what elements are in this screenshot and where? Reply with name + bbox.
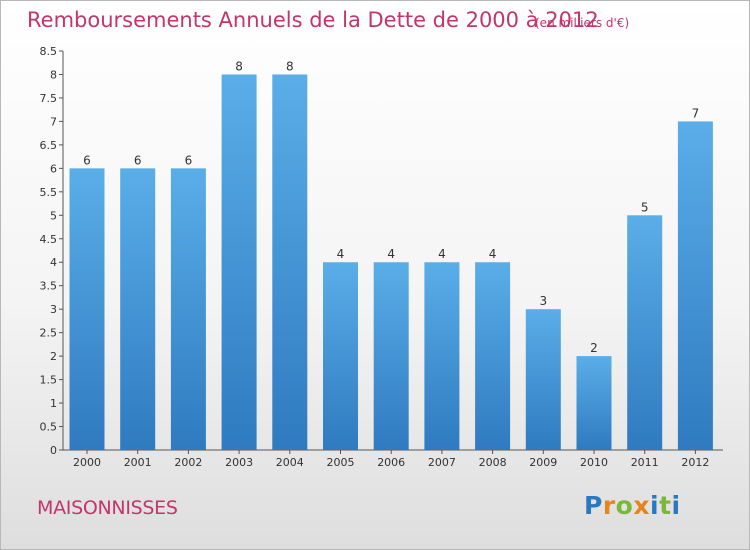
y-axis: 0 0.5 1 1.5 2 2.5 3 3.5 4 4.5 5 5.5 6 6.5 7 7.5 8 8.5 [40, 45, 64, 457]
y-tick-label: 1.5 [40, 374, 58, 387]
bar-2002[interactable] [170, 168, 206, 450]
data-label: 4 [337, 247, 345, 261]
data-labels: 6 6 6 8 8 4 4 4 4 3 2 5 7 [83, 59, 699, 355]
data-label: 8 [286, 59, 294, 73]
bar-2006[interactable] [373, 262, 409, 450]
y-tick-label: 4.5 [40, 233, 58, 246]
data-label: 8 [235, 59, 243, 73]
y-tick-label: 0.5 [40, 421, 58, 434]
y-tick-label: 4 [50, 256, 57, 269]
bar-2000[interactable] [69, 168, 105, 450]
data-label: 5 [641, 200, 649, 214]
bar-2001[interactable] [120, 168, 156, 450]
data-label: 4 [438, 247, 446, 261]
bar-2003[interactable] [221, 74, 257, 451]
logo-letter: i [671, 491, 681, 520]
data-label: 6 [134, 153, 142, 167]
logo-letter: P [584, 491, 603, 520]
bar-2008[interactable] [475, 262, 511, 450]
bar-2005[interactable] [323, 262, 358, 450]
logo-letter: i [650, 491, 660, 520]
x-tick-label: 2007 [428, 456, 456, 469]
data-label: 6 [185, 153, 193, 167]
bar-2009[interactable] [525, 309, 561, 450]
logo-letter: t [659, 491, 672, 520]
x-axis: 2000 2001 2002 2003 2004 2005 2006 2007 2008 2009… [63, 449, 723, 469]
proxiti-logo[interactable]: Proxiti [584, 491, 681, 520]
x-tick-label: 2000 [73, 456, 101, 469]
y-tick-label: 7 [50, 115, 57, 128]
y-tick-label: 0 [50, 444, 57, 457]
y-tick-label: 7.5 [40, 92, 58, 105]
logo-letter: r [602, 491, 616, 520]
data-label: 4 [387, 247, 395, 261]
bar-2010[interactable] [576, 356, 612, 450]
data-label: 2 [590, 341, 598, 355]
y-tick-label: 8 [50, 68, 57, 81]
data-label: 6 [83, 153, 91, 167]
x-tick-label: 2011 [631, 456, 659, 469]
x-tick-label: 2004 [276, 456, 304, 469]
chart-subtitle: (en milliers d'€) [535, 16, 630, 30]
x-tick-label: 2010 [580, 456, 608, 469]
y-tick-label: 3 [50, 303, 57, 316]
y-tick-label: 5 [50, 209, 57, 222]
logo-letter: o [615, 491, 634, 520]
y-tick-label: 8.5 [40, 45, 58, 58]
y-tick-label: 3.5 [40, 280, 58, 293]
bar-2007[interactable] [424, 262, 460, 450]
data-label: 7 [692, 106, 700, 120]
x-tick-label: 2005 [327, 456, 355, 469]
y-tick-label: 2 [50, 350, 57, 363]
x-tick-label: 2001 [124, 456, 152, 469]
y-tick-label: 1 [50, 397, 57, 410]
x-tick-label: 2009 [529, 456, 557, 469]
logo-letter: x [633, 491, 650, 520]
chart-title: Remboursements Annuels de la Dette de 20… [27, 8, 599, 32]
bar-2011[interactable] [627, 215, 663, 450]
data-label: 3 [539, 294, 547, 308]
x-tick-label: 2003 [225, 456, 253, 469]
bar-2004[interactable] [272, 74, 308, 451]
commune-name: MAISONNISSES [37, 497, 178, 519]
y-tick-label: 6 [50, 162, 57, 175]
y-tick-label: 6.5 [40, 139, 58, 152]
x-tick-label: 2008 [479, 456, 507, 469]
bars [69, 74, 713, 451]
data-label: 4 [489, 247, 497, 261]
x-tick-label: 2002 [174, 456, 202, 469]
y-tick-label: 2.5 [40, 327, 58, 340]
bar-2012[interactable] [677, 121, 713, 450]
x-tick-label: 2012 [681, 456, 709, 469]
x-tick-label: 2006 [377, 456, 405, 469]
y-tick-label: 5.5 [40, 186, 58, 199]
